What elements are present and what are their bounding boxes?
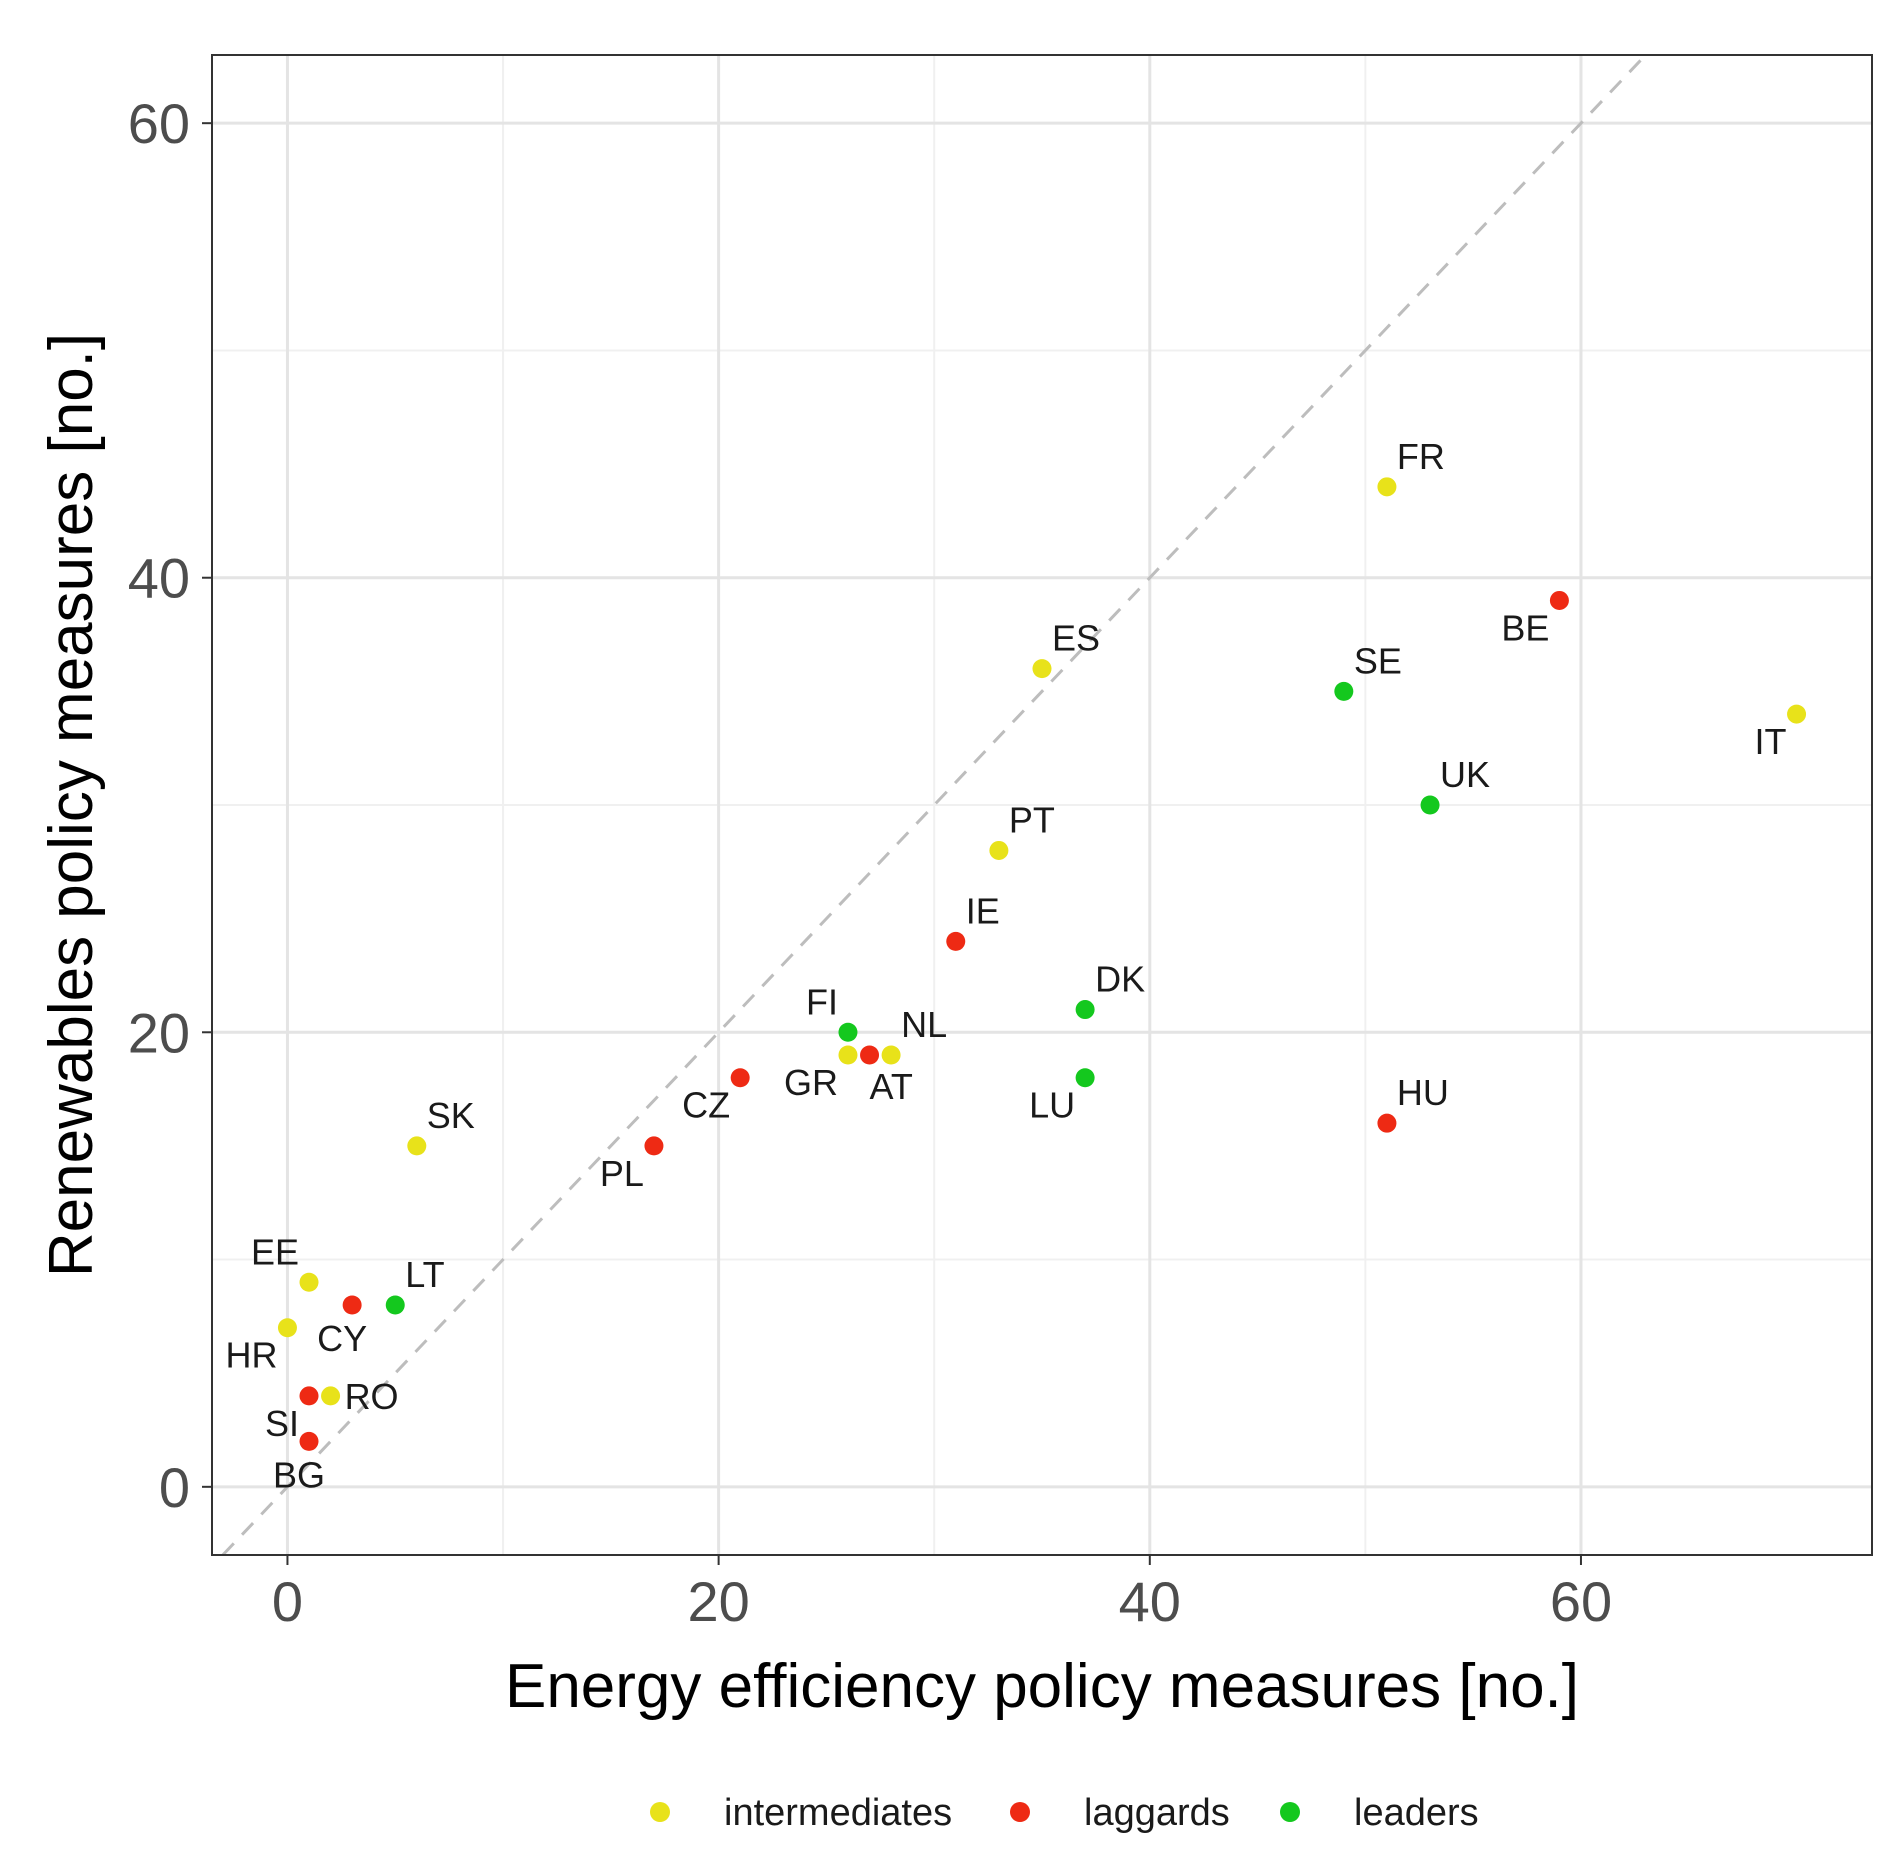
point-label-fr: FR <box>1397 436 1445 477</box>
point-label-uk: UK <box>1440 754 1490 795</box>
x-tick-label: 20 <box>687 1570 749 1633</box>
data-point-be <box>1549 590 1569 610</box>
point-label-bg: BG <box>273 1454 325 1495</box>
point-label-hr: HR <box>225 1335 277 1376</box>
point-label-dk: DK <box>1095 959 1145 1000</box>
data-point-dk <box>1075 1000 1095 1020</box>
legend-key-laggards <box>1010 1802 1030 1822</box>
data-point-cy <box>342 1295 362 1315</box>
point-label-ee: EE <box>251 1231 299 1272</box>
data-point-pl <box>644 1136 664 1156</box>
data-point-ee <box>299 1272 319 1292</box>
data-point-hr <box>277 1318 297 1338</box>
y-tick-label: 0 <box>159 1456 190 1519</box>
data-point-sk <box>407 1136 427 1156</box>
x-tick-label: 40 <box>1119 1570 1181 1633</box>
point-label-pt: PT <box>1009 799 1055 840</box>
point-label-fi: FI <box>806 981 838 1022</box>
data-point-lu <box>1075 1068 1095 1088</box>
data-point-pt <box>989 840 1009 860</box>
data-point-cz <box>730 1068 750 1088</box>
point-labels: FR BE ES SE IT UK PT IE DK FI NL GR AT CZ LU HU SK PL EE LT… <box>225 436 1786 1496</box>
point-label-lu: LU <box>1029 1085 1075 1126</box>
data-point-si <box>299 1386 319 1406</box>
y-tick-label: 40 <box>128 547 190 610</box>
legend-label-laggards: laggards <box>1084 1792 1230 1834</box>
point-label-sk: SK <box>427 1095 475 1136</box>
data-point-ie <box>946 931 966 951</box>
minor-gridlines <box>212 55 1872 1555</box>
y-tick-label: 20 <box>128 1001 190 1064</box>
data-point-fi <box>838 1022 858 1042</box>
point-label-gr: GR <box>784 1062 838 1103</box>
point-label-at: AT <box>870 1066 913 1107</box>
point-label-it: IT <box>1755 721 1787 762</box>
point-label-se: SE <box>1354 640 1402 681</box>
x-axis-ticks: 0 20 40 60 <box>272 1555 1612 1633</box>
data-point-nl <box>881 1045 901 1065</box>
point-label-es: ES <box>1052 618 1100 659</box>
x-tick-label: 60 <box>1550 1570 1612 1633</box>
data-point-ro <box>321 1386 341 1406</box>
point-label-ie: IE <box>966 890 1000 931</box>
data-point-fr <box>1377 477 1397 497</box>
data-point-at <box>860 1045 880 1065</box>
legend-label-intermediates: intermediates <box>724 1792 952 1834</box>
point-label-cy: CY <box>317 1318 367 1359</box>
point-label-nl: NL <box>901 1004 947 1045</box>
identity-reference-line <box>221 53 1647 1557</box>
point-label-ro: RO <box>345 1376 399 1417</box>
y-axis-ticks: 0 20 40 60 <box>128 92 212 1519</box>
point-label-cz: CZ <box>682 1085 730 1126</box>
data-point-lt <box>385 1295 405 1315</box>
data-point-hu <box>1377 1113 1397 1133</box>
data-point-es <box>1032 659 1052 679</box>
major-gridlines <box>212 55 1872 1555</box>
data-point-uk <box>1420 795 1440 815</box>
data-point-gr <box>838 1045 858 1065</box>
plot-panel-border <box>211 54 1873 1556</box>
legend-key-leaders <box>1280 1802 1300 1822</box>
point-label-be: BE <box>1501 607 1549 648</box>
point-label-si: SI <box>265 1403 299 1444</box>
legend-label-leaders: leaders <box>1354 1792 1479 1834</box>
y-axis-title: Renewables policy measures [no.] <box>37 333 106 1277</box>
data-points <box>277 477 1807 1451</box>
y-tick-label: 60 <box>128 92 190 155</box>
point-label-lt: LT <box>405 1254 444 1295</box>
legend-key-intermediates <box>650 1802 670 1822</box>
data-point-se <box>1334 681 1354 701</box>
data-point-bg <box>299 1431 319 1451</box>
point-label-hu: HU <box>1397 1072 1449 1113</box>
legend: intermediates laggards leaders <box>650 1792 1479 1834</box>
x-tick-label: 0 <box>272 1570 303 1633</box>
data-point-it <box>1787 704 1807 724</box>
point-label-pl: PL <box>600 1153 644 1194</box>
x-axis-title: Energy efficiency policy measures [no.] <box>505 1652 1579 1721</box>
